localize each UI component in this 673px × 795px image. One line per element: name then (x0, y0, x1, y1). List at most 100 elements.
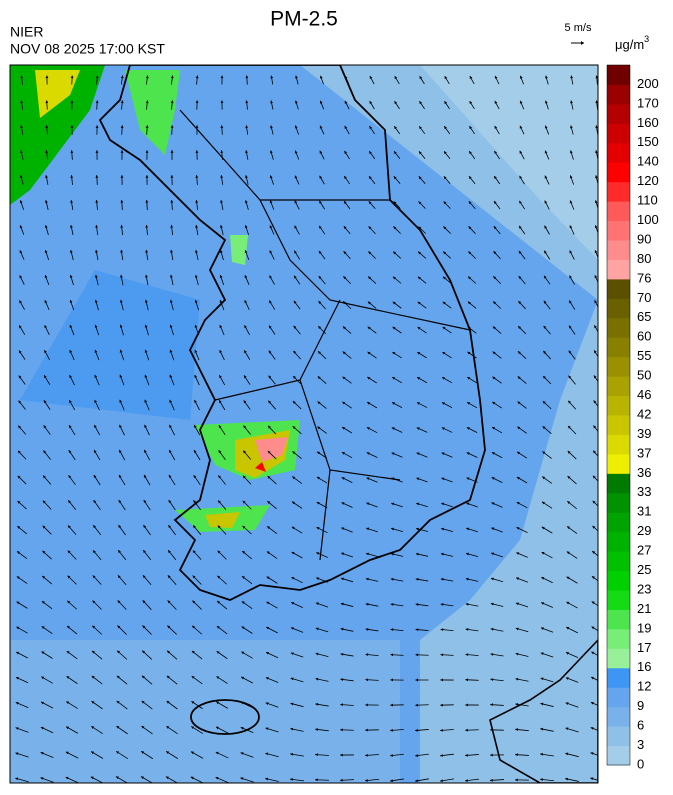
wind-arrowhead (119, 299, 123, 303)
wind-arrowhead (167, 575, 171, 579)
wind-arrowhead (45, 150, 49, 154)
wind-arrowhead (67, 550, 71, 554)
wind-arrowhead (594, 350, 597, 354)
wind-arrowhead (317, 401, 321, 405)
wind-arrowhead (318, 275, 322, 279)
wind-arrowhead (343, 301, 347, 305)
wind-arrowhead (515, 753, 518, 757)
wind-arrowhead (344, 201, 347, 204)
wind-arrowhead (493, 251, 497, 255)
wind-arrowhead (540, 702, 544, 706)
wind-arrowhead (243, 450, 247, 454)
timestamp: NOV 08 2025 17:00 KST (10, 41, 165, 57)
wind-arrowhead (44, 375, 47, 379)
wind-arrowhead (415, 653, 419, 657)
wind-arrowhead (516, 552, 520, 555)
wind-arrowhead (215, 751, 219, 755)
wind-arrowhead (267, 501, 271, 504)
wind-arrowhead (94, 299, 98, 303)
wind-arrowhead (543, 275, 547, 279)
wind-arrowhead (591, 676, 595, 680)
wind-arrowhead (268, 425, 271, 429)
wind-arrowhead (465, 602, 469, 606)
colorbar-label: 19 (637, 620, 651, 635)
wind-arrowhead (269, 175, 273, 179)
wind-arrowhead (519, 225, 522, 229)
wind-arrowhead (365, 779, 368, 782)
wind-arrowhead (466, 552, 469, 556)
wind-arrowhead (519, 150, 523, 154)
wind-arrowhead (44, 350, 47, 354)
wind-arrowhead (145, 175, 149, 178)
wind-arrowhead (218, 500, 221, 504)
wind-arrowhead (441, 527, 445, 531)
wind-arrowhead (194, 299, 198, 303)
title: PM-2.5 (270, 8, 338, 31)
colorbar-frame (606, 64, 631, 766)
wind-arrowhead (443, 176, 447, 180)
wind-arrowhead (191, 726, 195, 730)
colorbar-swatch (607, 609, 630, 630)
wind-arrowhead (340, 602, 344, 606)
wind-arrowhead (542, 426, 546, 430)
wind-arrowhead (391, 477, 395, 481)
wind-arrowhead (394, 151, 397, 155)
wind-arrowhead (265, 752, 269, 756)
wind-arrowhead (493, 276, 497, 280)
wind-arrowhead (366, 502, 370, 506)
colorbar-label: 3 (637, 737, 644, 752)
wind-arrowhead (392, 352, 396, 355)
wind-arrowhead (367, 376, 371, 380)
wind-arrowhead (142, 575, 146, 579)
wind-arrowhead (190, 751, 194, 755)
wind-arrowhead (569, 275, 572, 279)
wind-arrowhead (42, 575, 46, 579)
wind-arrowhead (594, 300, 598, 304)
wind-arrowhead (419, 76, 423, 80)
wind-arrowhead (544, 250, 547, 254)
wind-arrowhead (95, 175, 99, 178)
wind-arrowhead (19, 275, 23, 279)
wind-arrowhead (465, 728, 468, 732)
wind-arrowhead (265, 677, 269, 680)
wind-arrowhead (119, 449, 122, 453)
wind-arrowhead (266, 576, 270, 580)
wind-arrowhead (315, 652, 319, 656)
wind-arrowhead (442, 352, 446, 355)
wind-arrowhead (344, 75, 348, 79)
wind-arrowhead (343, 251, 347, 255)
wind-arrowhead (318, 301, 322, 304)
wind-arrowhead (269, 250, 273, 254)
wind-arrowhead (569, 300, 572, 304)
wind-arrowhead (365, 728, 368, 732)
wind-arrowhead (143, 550, 146, 554)
wind-arrowhead (365, 703, 368, 707)
wind-arrowhead (294, 150, 298, 154)
wind-arrowhead (92, 550, 96, 554)
wind-arrowhead (595, 150, 598, 154)
wind-arrowhead (166, 675, 170, 679)
wind-arrowhead (217, 525, 221, 529)
capital-green-area (230, 235, 248, 265)
wind-arrowhead (365, 653, 369, 657)
wind-arrowhead (390, 779, 393, 783)
wind-arrowhead (270, 125, 273, 129)
wind-arrowhead (270, 150, 273, 154)
wind-arrowhead (595, 125, 598, 129)
wind-arrowhead (391, 402, 395, 405)
wind-arrowhead (393, 226, 397, 230)
wind-arrowhead (465, 753, 468, 757)
wind-arrowhead (392, 301, 396, 305)
wind-arrowhead (244, 350, 247, 354)
wind-arrowhead (270, 75, 274, 79)
wind-arrowhead (417, 326, 421, 330)
wind-arrowhead (394, 126, 397, 130)
wind-arrowhead (69, 349, 73, 353)
wind-arrowhead (120, 100, 124, 104)
wind-arrowhead (393, 201, 397, 205)
colorbar-swatch (607, 298, 630, 319)
wind-arrowhead (515, 702, 519, 706)
colorbar-swatch (607, 162, 630, 183)
wind-reference: 5 m/s (565, 22, 592, 34)
wind-arrowhead (366, 427, 370, 430)
